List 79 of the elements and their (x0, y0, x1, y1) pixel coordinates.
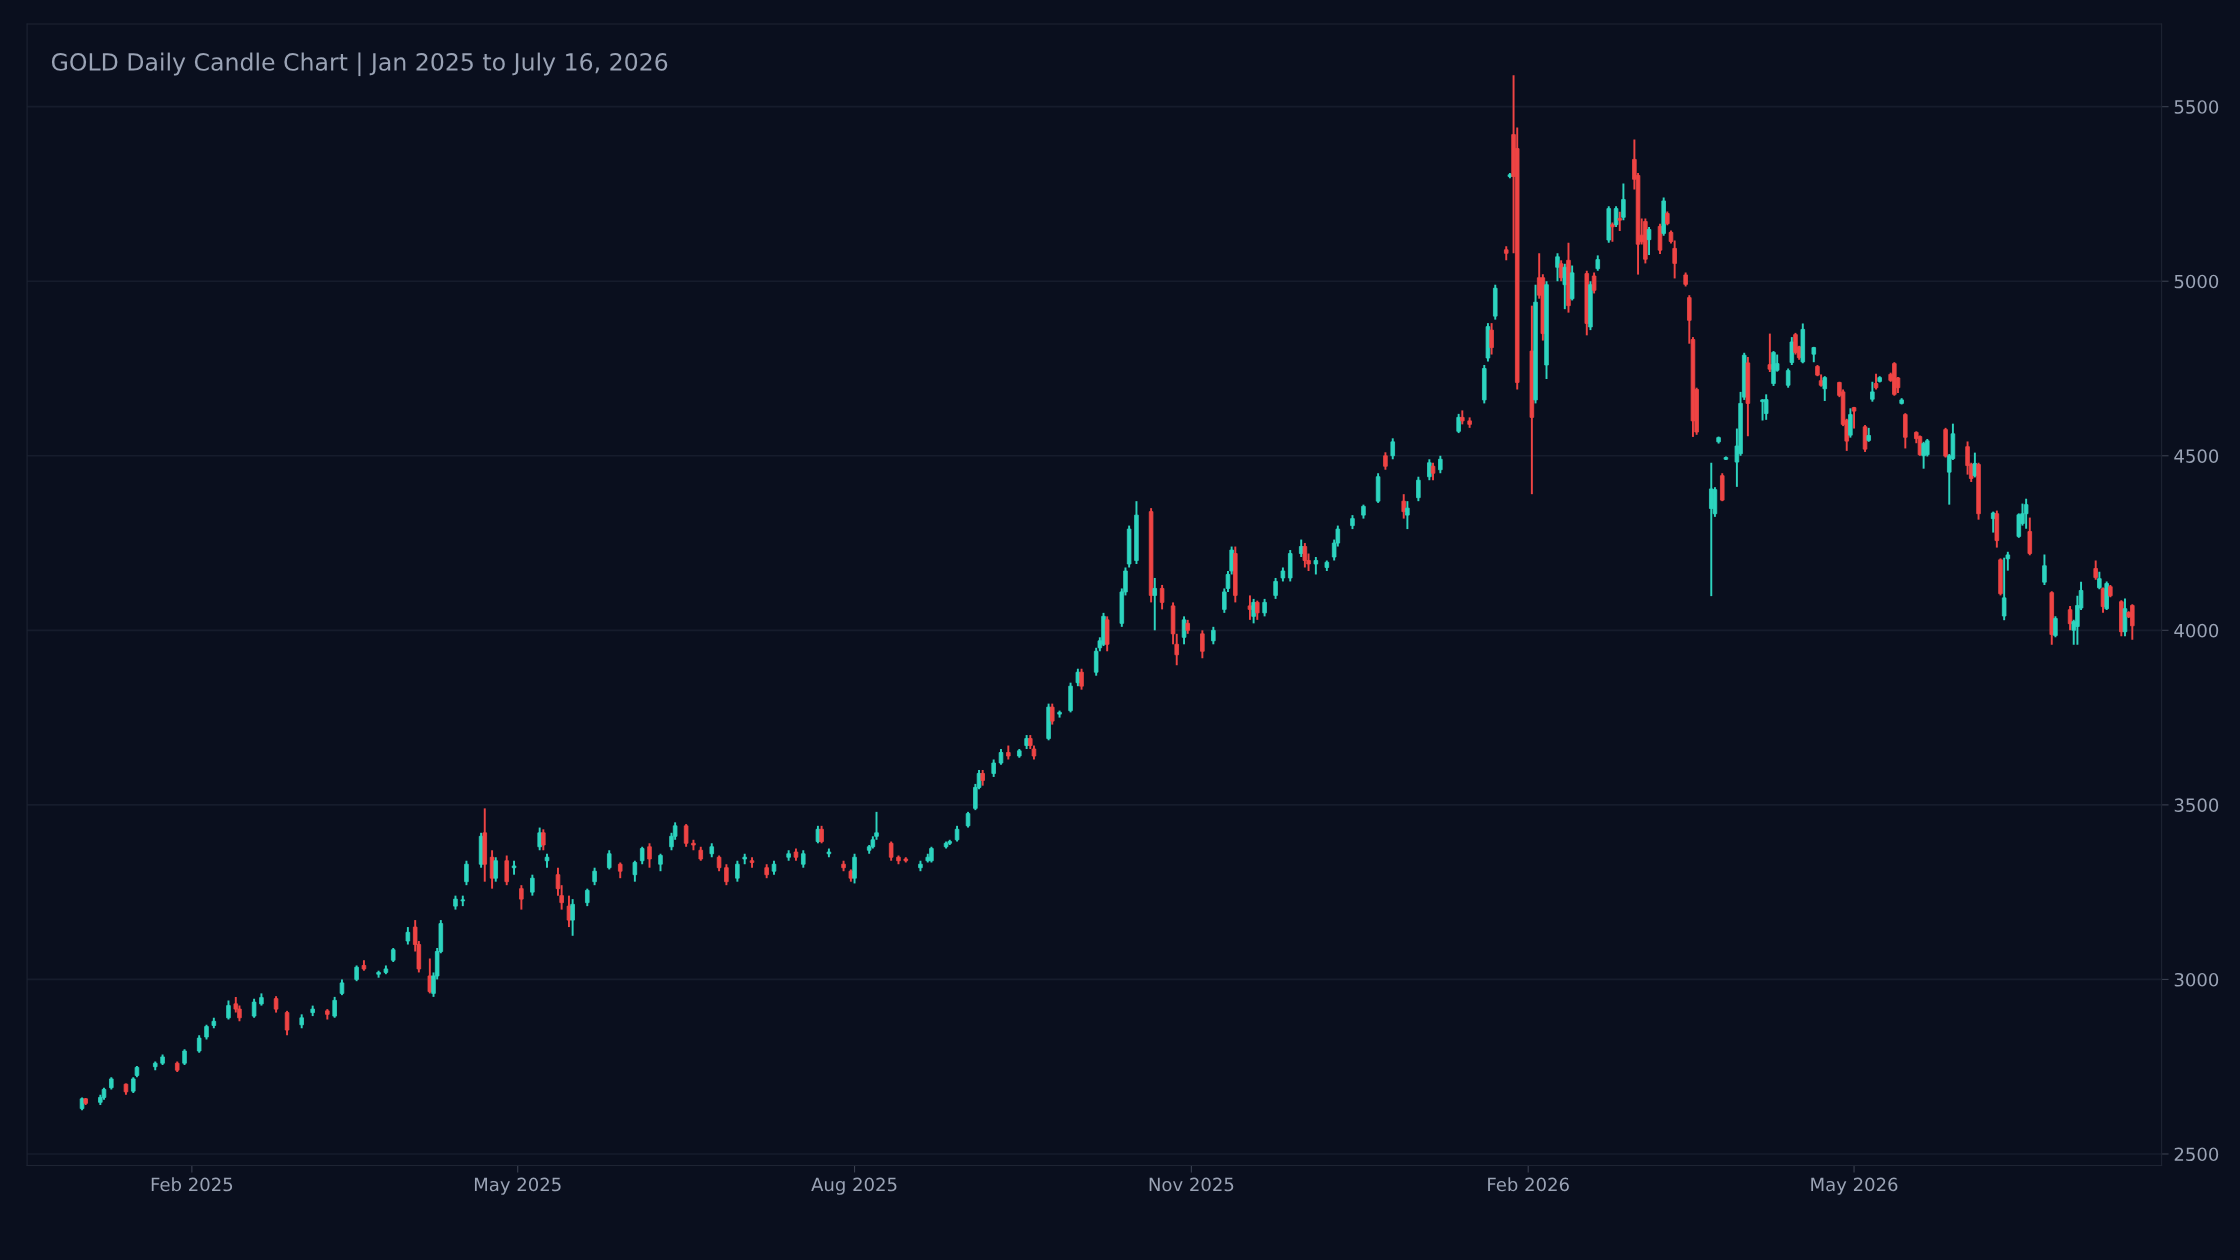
candlestick (1610, 221, 1615, 243)
candlestick (251, 997, 257, 1019)
x-tick-label: May 2025 (474, 1177, 561, 1195)
candlestick (606, 849, 612, 871)
candlestick (1255, 599, 1260, 621)
candlestick (2067, 604, 2073, 632)
candlestick (226, 999, 231, 1021)
x-tick-label: Feb 2026 (1488, 1177, 1569, 1192)
candlestick (1767, 332, 1773, 373)
candlestick (332, 995, 337, 1019)
candlestick (2027, 516, 2033, 557)
candlestick (647, 842, 652, 869)
candlestick (724, 863, 729, 887)
candlestick (1613, 205, 1619, 229)
y-tick-label: 2500 (2174, 1147, 2219, 1162)
candlestick (1390, 437, 1395, 461)
x-tick-label: Feb 2025 (151, 1177, 233, 1192)
candlestick (735, 859, 740, 883)
candlestick (1273, 576, 1278, 600)
candlestick (1763, 393, 1769, 421)
candlestick (2053, 615, 2058, 639)
x-tick-label: May 2026 (1811, 1177, 1898, 1195)
candlestick (888, 840, 894, 862)
candlestick (427, 957, 433, 995)
candlestick (1789, 336, 1795, 366)
candlestick (1793, 331, 1798, 356)
candlestick (537, 826, 542, 852)
y-tick-label: 5000 (2174, 274, 2219, 289)
candlestick (1174, 632, 1179, 667)
candlestick (464, 859, 469, 887)
x-tick-label: Aug 2025 (811, 1177, 897, 1195)
candlestick (1401, 493, 1406, 520)
candlestick (1489, 322, 1494, 356)
candlestick (1050, 702, 1055, 726)
candlestick (1079, 667, 1084, 691)
x-tick-label: Nov 2025 (1149, 1177, 1234, 1192)
candlestick (2042, 553, 2047, 586)
candlestick (632, 859, 638, 883)
candlestick (570, 898, 575, 937)
candlestick (1416, 475, 1421, 503)
candlestick (1456, 412, 1461, 435)
candlestick (1621, 182, 1626, 222)
candlestick (530, 873, 535, 897)
candlestick (541, 828, 546, 852)
candlestick (1848, 407, 1853, 439)
y-tick-label: 4000 (2174, 623, 2219, 638)
candlestick (566, 894, 572, 929)
candlestick (1921, 440, 1926, 470)
candlestick (504, 854, 509, 887)
candlestick (1617, 210, 1622, 232)
candlestick (1200, 629, 1205, 660)
candlestick (1903, 412, 1908, 450)
candlestick (493, 856, 498, 883)
candlestick (1247, 594, 1253, 621)
text: GOLD Daily Candle Chart | Jan 2025 to July 16, 2026 (51, 52, 668, 77)
candlestick (1972, 451, 1978, 479)
candlestick (2130, 603, 2135, 641)
y-tick-label: 5500 (2174, 100, 2219, 114)
candlestick (1093, 646, 1099, 677)
candlestick (1591, 271, 1597, 295)
y-tick-label: 4500 (2174, 449, 2219, 463)
candlestick (2023, 497, 2029, 530)
candlestick (1302, 542, 1308, 569)
candlestick (1152, 576, 1158, 632)
candlestick (1555, 252, 1560, 283)
y-tick-label: 3000 (2174, 972, 2219, 987)
candlestick (1870, 380, 1875, 403)
candlestick (1159, 583, 1165, 611)
candlestick (852, 852, 857, 885)
candlestick (2093, 559, 2098, 581)
candlestick (1646, 226, 1652, 257)
candlestick (683, 823, 689, 848)
candlestick (519, 884, 524, 911)
candlestick (1405, 500, 1410, 531)
y-tick-label: 3500 (2174, 798, 2219, 812)
candlestick (1760, 398, 1765, 422)
candlestick (1785, 367, 1791, 389)
candlestick (284, 1009, 290, 1037)
candlestick (1251, 597, 1256, 625)
